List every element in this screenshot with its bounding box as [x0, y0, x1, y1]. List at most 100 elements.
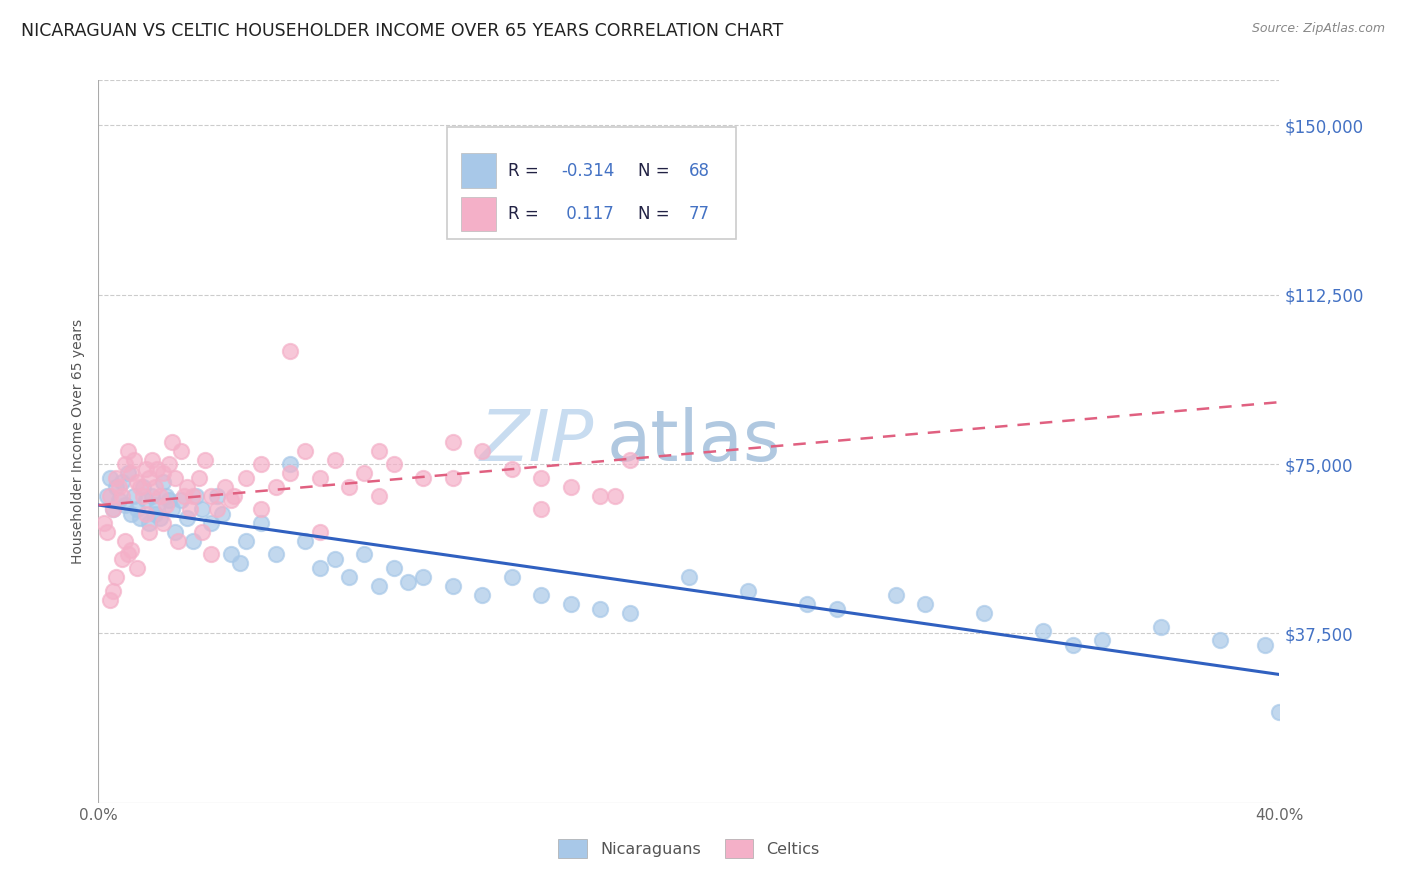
Point	[187, 470, 209, 484]
Text: 68: 68	[689, 161, 710, 179]
Point	[125, 561, 148, 575]
Point	[825, 601, 848, 615]
Point	[309, 524, 332, 539]
Point	[382, 561, 405, 575]
Point	[149, 489, 172, 503]
Point	[235, 533, 257, 548]
Point	[211, 507, 233, 521]
Point	[1268, 706, 1291, 720]
Point	[165, 524, 187, 539]
Point	[138, 524, 160, 539]
Point	[339, 480, 361, 494]
Point	[589, 601, 612, 615]
Point	[250, 457, 273, 471]
Point	[1032, 624, 1054, 639]
Point	[200, 516, 222, 530]
Point	[221, 493, 243, 508]
Point	[264, 480, 287, 494]
Point	[135, 461, 157, 475]
Point	[560, 597, 582, 611]
Point	[181, 533, 204, 548]
Point	[135, 493, 157, 508]
Point	[155, 498, 177, 512]
Point	[353, 466, 375, 480]
Text: NICARAGUAN VS CELTIC HOUSEHOLDER INCOME OVER 65 YEARS CORRELATION CHART: NICARAGUAN VS CELTIC HOUSEHOLDER INCOME …	[21, 22, 783, 40]
Point	[605, 489, 627, 503]
Point	[294, 533, 316, 548]
Point	[398, 574, 420, 589]
Point	[146, 461, 169, 475]
Point	[128, 511, 150, 525]
Point	[191, 524, 214, 539]
Point	[170, 443, 193, 458]
Point	[143, 480, 166, 494]
Point	[103, 583, 125, 598]
Point	[176, 511, 198, 525]
Point	[152, 516, 174, 530]
Point	[441, 579, 464, 593]
Point	[441, 470, 464, 484]
Point	[280, 466, 302, 480]
Point	[98, 592, 121, 607]
Point	[170, 493, 193, 508]
Y-axis label: Householder Income Over 65 years: Householder Income Over 65 years	[70, 319, 84, 564]
Point	[560, 480, 582, 494]
Point	[98, 489, 121, 503]
Text: atlas: atlas	[606, 407, 780, 476]
Point	[176, 480, 198, 494]
Point	[108, 493, 131, 508]
Point	[105, 570, 128, 584]
Point	[114, 533, 136, 548]
Point	[1209, 633, 1232, 648]
FancyBboxPatch shape	[461, 196, 496, 231]
Text: Source: ZipAtlas.com: Source: ZipAtlas.com	[1251, 22, 1385, 36]
Point	[250, 516, 273, 530]
Point	[530, 502, 553, 516]
FancyBboxPatch shape	[461, 153, 496, 188]
Point	[108, 480, 131, 494]
Point	[155, 489, 177, 503]
Point	[125, 502, 148, 516]
Point	[93, 516, 115, 530]
Point	[619, 452, 641, 467]
Point	[114, 498, 136, 512]
Text: ZIP: ZIP	[479, 407, 595, 476]
Point	[229, 557, 252, 571]
Point	[737, 583, 759, 598]
Point	[224, 489, 246, 503]
Point	[125, 475, 148, 490]
Point	[117, 548, 139, 562]
Point	[235, 470, 257, 484]
Point	[111, 475, 134, 490]
Point	[135, 507, 157, 521]
Point	[205, 502, 228, 516]
Point	[589, 489, 612, 503]
Text: N =: N =	[638, 161, 675, 179]
Point	[250, 502, 273, 516]
Point	[181, 489, 204, 503]
Point	[152, 466, 174, 480]
Point	[117, 466, 139, 480]
Point	[221, 548, 243, 562]
Point	[200, 489, 222, 503]
Point	[141, 452, 163, 467]
Point	[179, 502, 201, 516]
Point	[111, 552, 134, 566]
Point	[368, 489, 391, 503]
Point	[132, 489, 155, 503]
Text: R =: R =	[508, 205, 544, 223]
Point	[98, 470, 121, 484]
Point	[339, 570, 361, 584]
Point	[294, 443, 316, 458]
Point	[796, 597, 818, 611]
Point	[280, 344, 302, 359]
Point	[132, 480, 155, 494]
Point	[1091, 633, 1114, 648]
Point	[194, 452, 217, 467]
Point	[884, 588, 907, 602]
Point	[973, 606, 995, 620]
Point	[122, 452, 145, 467]
Point	[120, 542, 142, 557]
Point	[138, 470, 160, 484]
Point	[165, 470, 187, 484]
